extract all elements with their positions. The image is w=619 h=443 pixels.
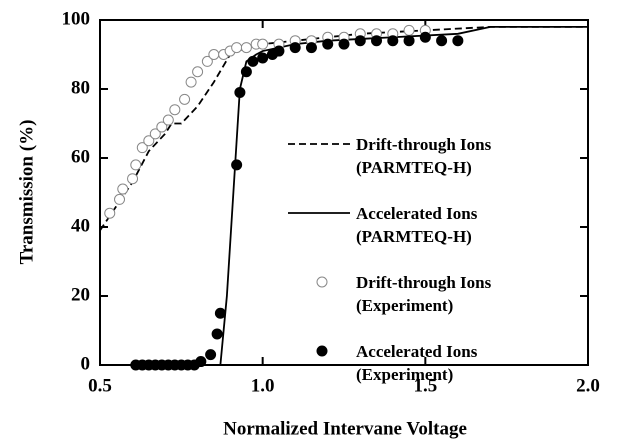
plot-frame bbox=[99, 19, 589, 366]
point bbox=[156, 121, 168, 133]
point bbox=[322, 38, 334, 50]
point bbox=[185, 76, 197, 88]
point bbox=[104, 207, 116, 219]
point bbox=[234, 86, 246, 98]
point bbox=[240, 42, 252, 54]
legend-entry: Drift-through Ions (PARMTEQ-H) bbox=[356, 135, 492, 177]
line bbox=[99, 26, 588, 231]
point bbox=[305, 42, 317, 54]
line bbox=[219, 26, 588, 366]
point bbox=[179, 93, 191, 105]
point bbox=[117, 183, 129, 195]
point bbox=[436, 35, 448, 47]
point bbox=[273, 45, 285, 57]
point bbox=[149, 128, 161, 140]
point bbox=[257, 52, 269, 64]
y-tick-label: 80 bbox=[71, 77, 90, 98]
y-tick-label: 40 bbox=[71, 215, 90, 236]
point bbox=[211, 328, 223, 340]
point bbox=[387, 35, 399, 47]
point bbox=[231, 42, 243, 54]
x-tick-label: 0.5 bbox=[88, 375, 112, 396]
x-tick-label: 2.0 bbox=[576, 375, 600, 396]
point bbox=[114, 193, 126, 205]
point bbox=[143, 135, 155, 147]
point bbox=[208, 49, 220, 60]
legend-entry: Drift-through Ions (Experiment) bbox=[356, 273, 492, 315]
point bbox=[169, 104, 181, 116]
x-axis-label: Normalized Intervane Voltage bbox=[223, 418, 467, 439]
y-tick-label: 20 bbox=[71, 284, 90, 305]
x-tick-label: 1.0 bbox=[251, 375, 275, 396]
point bbox=[247, 55, 259, 67]
point bbox=[214, 307, 226, 319]
point bbox=[452, 35, 464, 47]
y-axis-label: Transmission (%) bbox=[16, 120, 37, 265]
point bbox=[338, 38, 350, 50]
y-tick-label: 60 bbox=[71, 146, 90, 167]
point bbox=[127, 173, 139, 185]
legend-entry: Accelerated Ions (PARMTEQ-H) bbox=[356, 204, 478, 246]
point bbox=[136, 142, 148, 154]
legend-swatch bbox=[316, 276, 328, 288]
point bbox=[205, 349, 217, 361]
point bbox=[231, 159, 243, 171]
point bbox=[289, 42, 301, 54]
legend-entry: Accelerated Ions (Experiment) bbox=[356, 342, 478, 384]
point bbox=[354, 35, 366, 47]
y-tick-label: 100 bbox=[62, 8, 91, 29]
legend-swatch bbox=[316, 345, 328, 357]
point bbox=[192, 66, 204, 78]
point bbox=[195, 356, 207, 368]
point bbox=[240, 66, 252, 78]
point bbox=[403, 35, 415, 47]
point bbox=[201, 55, 213, 67]
x-tick-label: 1.5 bbox=[413, 375, 437, 396]
point bbox=[371, 35, 383, 47]
point bbox=[162, 114, 174, 126]
point bbox=[257, 38, 269, 50]
y-tick-label: 0 bbox=[81, 353, 91, 374]
point bbox=[130, 159, 142, 171]
point bbox=[403, 24, 415, 36]
point bbox=[419, 31, 431, 43]
